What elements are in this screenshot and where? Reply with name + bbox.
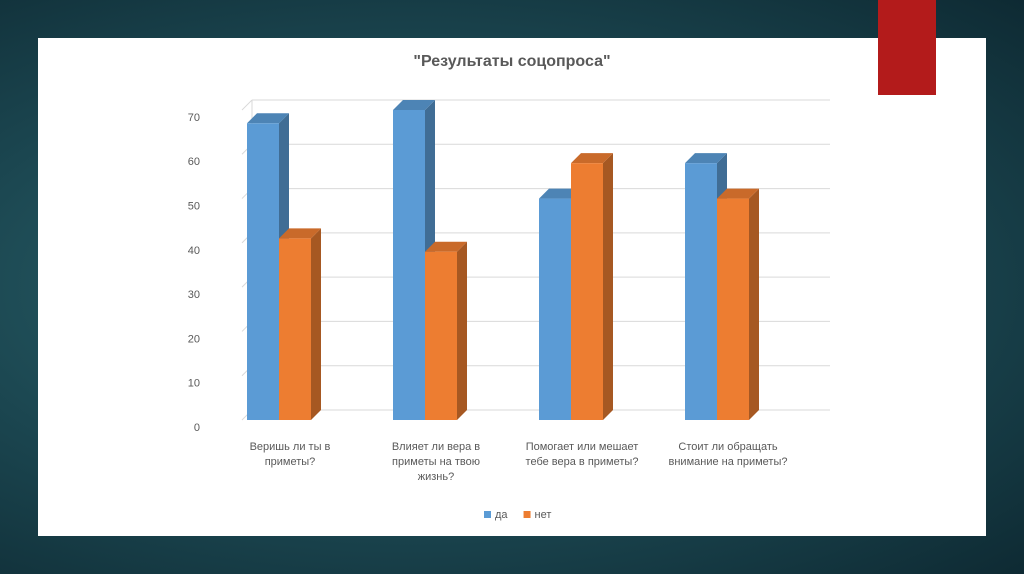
x-tick-label: Влияет ли вера в приметы на твою жизнь? bbox=[391, 441, 481, 483]
bar bbox=[247, 123, 279, 421]
bar-side bbox=[457, 241, 467, 420]
x-tick-label: Стоит ли обращать внимание на приметы? bbox=[668, 441, 788, 468]
x-tick-label: Помогает или мешает тебе вера в приметы? bbox=[525, 441, 639, 468]
bar bbox=[279, 238, 311, 420]
y-tick-label: 50 bbox=[188, 200, 200, 212]
bar-side bbox=[749, 188, 759, 420]
bar-top bbox=[279, 228, 321, 239]
y-tick-label: 30 bbox=[188, 289, 200, 301]
x-tick-label: Веришь ли ты в приметы? bbox=[249, 441, 331, 468]
chart-title: "Результаты соцопроса" bbox=[413, 53, 610, 70]
bar-top bbox=[393, 100, 435, 110]
bar-top bbox=[685, 153, 727, 164]
bar bbox=[571, 163, 603, 420]
bar-top bbox=[247, 113, 289, 124]
grid-line-side bbox=[241, 99, 253, 111]
bar-top bbox=[717, 188, 759, 199]
bar-top bbox=[539, 188, 581, 199]
y-tick-label: 10 bbox=[188, 378, 200, 390]
bar-side bbox=[311, 228, 321, 420]
bar-side bbox=[603, 153, 613, 420]
y-tick-label: 60 bbox=[188, 156, 200, 168]
accent-block bbox=[878, 0, 936, 95]
legend-label: да bbox=[495, 509, 508, 521]
legend-label: нет bbox=[535, 509, 552, 521]
y-tick-label: 70 bbox=[188, 112, 200, 124]
bar-top bbox=[425, 241, 467, 252]
bar-top bbox=[571, 153, 613, 164]
bar bbox=[685, 163, 717, 420]
legend-swatch bbox=[523, 511, 531, 518]
y-tick-label: 40 bbox=[188, 245, 200, 257]
chart-panel bbox=[38, 38, 986, 536]
bar bbox=[717, 198, 749, 420]
y-tick-label: 0 bbox=[194, 422, 200, 434]
bar bbox=[393, 110, 425, 420]
legend-swatch bbox=[484, 511, 491, 518]
bar bbox=[539, 198, 571, 420]
bar bbox=[425, 251, 457, 420]
y-tick-label: 20 bbox=[188, 333, 200, 345]
